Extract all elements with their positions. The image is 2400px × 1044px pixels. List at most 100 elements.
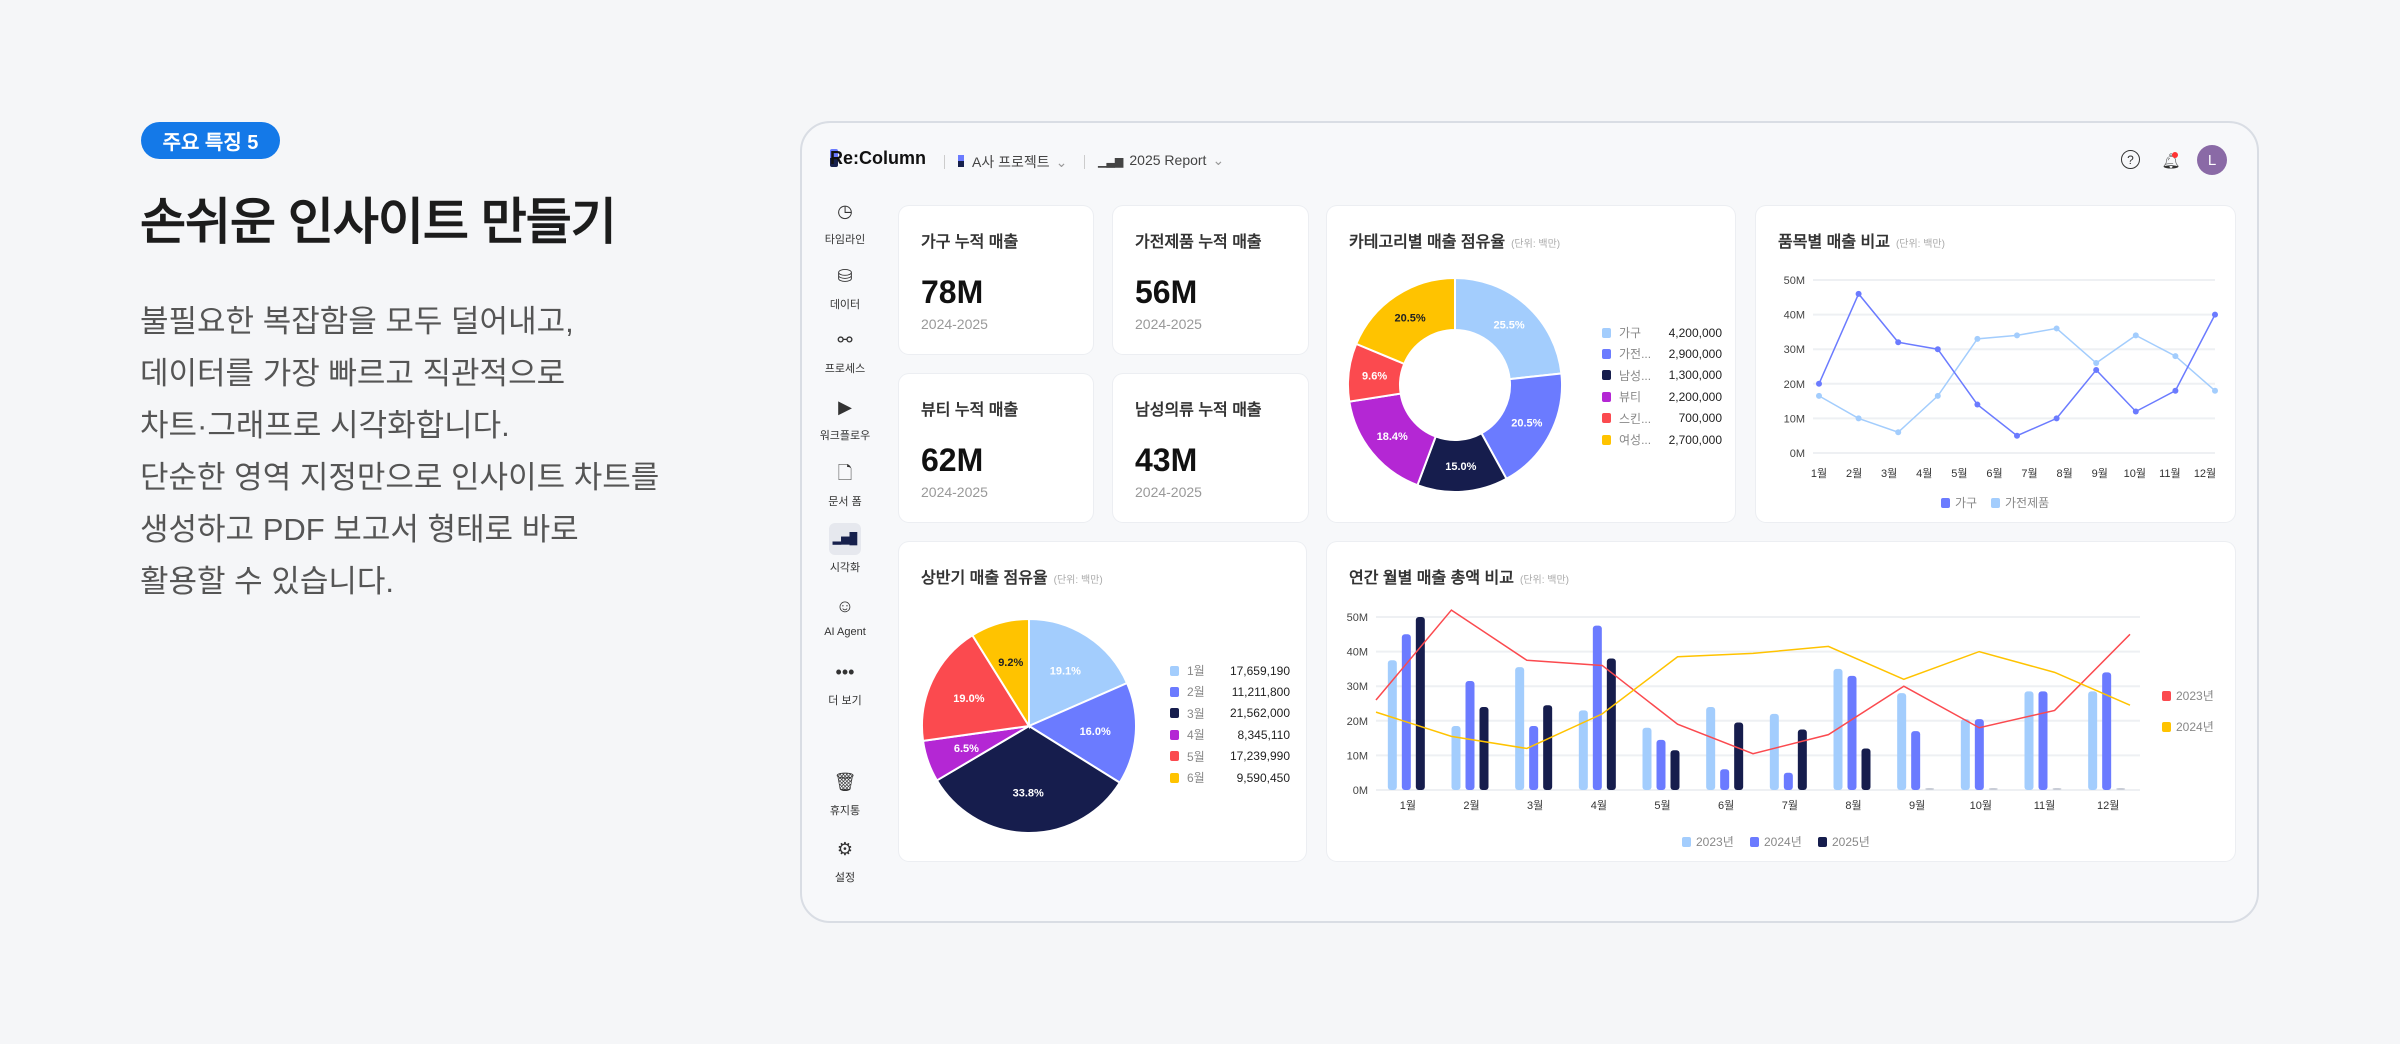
bar-2023년[interactable] xyxy=(2024,691,2034,790)
sidebar-item-9[interactable]: ⚙ 설정 xyxy=(810,833,880,885)
bar-2025년[interactable] xyxy=(1479,706,1489,790)
bar-2025년[interactable] xyxy=(1415,617,1425,790)
data-point[interactable] xyxy=(2212,387,2218,394)
y-tick-label: 40M xyxy=(1347,647,1368,659)
slice-가구[interactable] xyxy=(1454,276,1563,381)
chart-title-text: 품목별 매출 비교 xyxy=(1778,234,1890,251)
bar-chart-svg: 0M 10M 20M 30M 40M 50M 1월 2월 3월 4월 5월 6월 7월 8월 9월 10월 11… xyxy=(1347,609,2140,812)
data-point[interactable] xyxy=(2093,360,2100,367)
bar-2025년[interactable] xyxy=(1925,788,1935,790)
project-selector[interactable]: A사 프로젝트 ⌄ xyxy=(958,152,1067,172)
data-point[interactable] xyxy=(2172,387,2179,394)
bar-2025년[interactable] xyxy=(1861,748,1871,790)
bar-2025년[interactable] xyxy=(1797,729,1807,790)
data-point[interactable] xyxy=(1974,335,1981,342)
logo[interactable]: Re:Column xyxy=(830,148,926,168)
data-point[interactable] xyxy=(2093,366,2100,373)
sidebar-item-2[interactable]: ⚯ 프로세스 xyxy=(810,324,880,376)
data-point[interactable] xyxy=(1855,415,1862,422)
slice-1월[interactable] xyxy=(1028,617,1129,728)
bar-2024년[interactable] xyxy=(1720,769,1730,790)
trend-line-2024년 xyxy=(1375,645,2131,750)
data-point[interactable] xyxy=(1895,339,1902,346)
slice-6월[interactable] xyxy=(970,617,1030,730)
legend-swatch xyxy=(1602,434,1611,445)
data-point[interactable] xyxy=(1974,401,1981,408)
divider xyxy=(1084,155,1085,169)
bar-2023년[interactable] xyxy=(1960,719,1970,790)
data-point[interactable] xyxy=(2132,332,2139,339)
bar-2023년[interactable] xyxy=(1451,725,1461,790)
data-point[interactable] xyxy=(1816,392,1822,399)
bar-2025년[interactable] xyxy=(1543,705,1553,790)
bar-2025년[interactable] xyxy=(1734,722,1744,790)
bar-2023년[interactable] xyxy=(1769,713,1779,790)
bar-2023년[interactable] xyxy=(1642,727,1652,790)
bar-2023년[interactable] xyxy=(1897,693,1907,790)
sidebar-item-1[interactable]: ⛁ 데이터 xyxy=(810,260,880,312)
bar-2025년[interactable] xyxy=(1670,750,1680,790)
legend-label: 가구 xyxy=(1955,496,1978,510)
bar-2025년[interactable] xyxy=(1988,788,1998,790)
slice-5월[interactable] xyxy=(921,633,1031,743)
bar-2024년[interactable] xyxy=(1656,739,1666,790)
bar-2024년[interactable] xyxy=(1529,725,1539,790)
bar-2025년[interactable] xyxy=(2116,788,2126,790)
data-point[interactable] xyxy=(2053,415,2060,422)
sidebar-item-4[interactable]: 🗋 문서 폼 xyxy=(810,457,880,509)
bar-2023년[interactable] xyxy=(1578,710,1588,790)
data-point[interactable] xyxy=(2172,353,2179,360)
description-line: 생성하고 PDF 보고서 형태로 바로 xyxy=(140,512,579,547)
bar-2024년[interactable] xyxy=(1592,625,1602,790)
data-point[interactable] xyxy=(2014,432,2020,439)
data-point[interactable] xyxy=(1895,429,1902,436)
legend-value: 8,345,110 xyxy=(1237,727,1291,742)
data-point[interactable] xyxy=(2053,325,2060,332)
sidebar-item-6[interactable]: ☺ AI Agent xyxy=(810,590,880,638)
sidebar-item-8[interactable]: 🗑 휴지통 xyxy=(810,766,880,818)
bar-2024년[interactable] xyxy=(2102,672,2112,790)
legend-item: 3월 21,562,000 xyxy=(1170,705,1290,722)
bar-2024년[interactable] xyxy=(1465,681,1475,790)
avatar[interactable]: L xyxy=(2197,145,2227,175)
bell-icon[interactable]: 🔔︎ xyxy=(2161,152,2181,170)
bar-2024년[interactable] xyxy=(1847,675,1857,790)
report-selector[interactable]: ▁▃▆ 2025 Report ⌄ xyxy=(1098,152,1224,169)
bar-2025년[interactable] xyxy=(1606,658,1616,790)
x-tick-label: 5월 xyxy=(1951,467,1967,480)
bar-2023년[interactable] xyxy=(1387,660,1397,790)
sidebar-item-3[interactable]: ▶ 워크플로우 xyxy=(810,391,880,443)
x-tick-label: 8월 xyxy=(2057,467,2073,480)
bar-2024년[interactable] xyxy=(1783,772,1793,790)
data-point[interactable] xyxy=(1934,346,1941,353)
bar-2024년[interactable] xyxy=(1911,731,1921,790)
bar-2024년[interactable] xyxy=(2038,691,2048,790)
data-point[interactable] xyxy=(2132,408,2139,415)
help-icon[interactable]: ? xyxy=(2121,150,2140,169)
slice-2월[interactable] xyxy=(1026,681,1137,785)
data-point[interactable] xyxy=(2014,332,2020,339)
sidebar-item-7[interactable]: ••• 더 보기 xyxy=(810,656,880,708)
legend-label: 5월 xyxy=(1187,749,1205,764)
data-point[interactable] xyxy=(1934,392,1941,399)
bar-2025년[interactable] xyxy=(2052,788,2062,790)
data-point[interactable] xyxy=(2212,311,2218,318)
slice-3월[interactable] xyxy=(935,724,1122,834)
bar-2024년[interactable] xyxy=(1401,634,1411,790)
x-tick-label: 2월 xyxy=(1846,467,1862,480)
sidebar-item-0[interactable]: ◷ 타임라인 xyxy=(810,195,880,247)
bar-2023년[interactable] xyxy=(1833,668,1843,790)
bar-2023년[interactable] xyxy=(1706,706,1716,790)
bar-2024년[interactable] xyxy=(1974,719,1984,790)
data-point[interactable] xyxy=(1816,380,1822,387)
x-tick-label: 12월 xyxy=(2097,799,2119,812)
slice-여성...[interactable] xyxy=(1354,276,1456,366)
legend-value: 11,211,800 xyxy=(1231,684,1290,699)
kpi-card-beauty: 뷰티 누적 매출 62M 2024-2025 xyxy=(899,374,1093,522)
data-point[interactable] xyxy=(1855,290,1862,297)
sidebar-item-5[interactable]: ▂▅█ 시각화 xyxy=(810,523,880,575)
bar-2023년[interactable] xyxy=(2088,691,2098,790)
slice-label: 33.8% xyxy=(1013,787,1044,799)
bar-2023년[interactable] xyxy=(1515,667,1525,790)
legend-label: 뷰티 xyxy=(1619,390,1642,405)
